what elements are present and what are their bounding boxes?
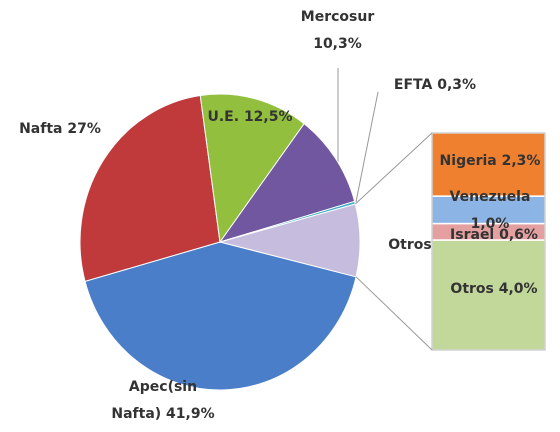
label-text: Venezuela (449, 189, 531, 205)
label-text: 4,0% (498, 281, 538, 297)
label-text: U.E. (207, 109, 240, 125)
pie-slice (79, 94, 221, 282)
data-label: EFTA 0,3% (380, 72, 490, 99)
data-label: Otros (380, 232, 440, 259)
label-text: 2,3% (501, 153, 541, 169)
pie-slice (218, 203, 361, 278)
label-text: 0,6% (499, 227, 538, 243)
data-label: Apec(sin Nafta) 41,9% (108, 374, 218, 428)
data-label: Venezuela 1,0% (436, 184, 544, 238)
pie-slice (84, 241, 357, 391)
bar-segment (431, 132, 546, 197)
label-text: 0,3% (437, 77, 477, 93)
data-label: U.E. 12,5% (195, 104, 305, 131)
label-text: 41,9% (166, 406, 215, 422)
connector (355, 276, 433, 351)
label-text: Nigeria (439, 153, 497, 169)
data-label: Nigeria 2,3% (436, 148, 544, 175)
label-text: Israel (450, 227, 495, 243)
data-label: Nafta 27% (10, 116, 110, 143)
label-text: Apec(sin Nafta) (111, 379, 198, 422)
connector (354, 132, 433, 205)
label-text: Otros (388, 237, 432, 253)
label-text: Mercosur (300, 9, 375, 25)
data-label: Mercosur 10,3% (295, 4, 380, 58)
pie-slice (199, 93, 305, 244)
label-text: 12,5% (243, 109, 293, 125)
label-text: Nafta (19, 121, 63, 137)
label-text: 27% (67, 121, 101, 137)
label-text: EFTA (393, 77, 433, 93)
data-label: Otros 4,0% (440, 276, 548, 303)
leader-line (355, 91, 379, 203)
pie-slice (218, 122, 356, 243)
data-label: Israel 0,6% (440, 222, 548, 249)
label-text: Otros (450, 281, 494, 297)
bar-frame (431, 132, 546, 351)
label-text: 10,3% (313, 36, 362, 52)
label-text: 1,0% (470, 216, 510, 232)
